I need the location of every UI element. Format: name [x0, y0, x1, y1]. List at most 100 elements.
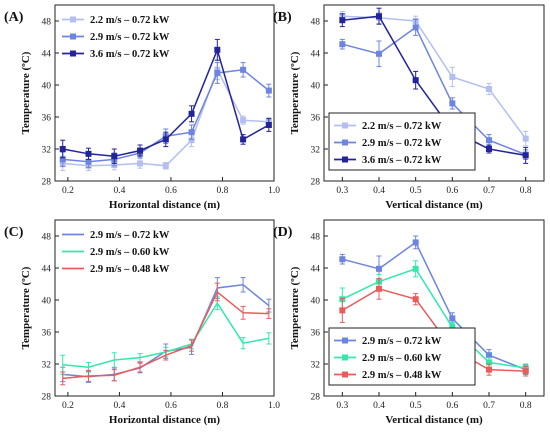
- data-point: [376, 50, 382, 57]
- panel-label: (D): [273, 225, 293, 240]
- y-tick-label: 36: [42, 114, 52, 124]
- x-tick-label: 0.6: [446, 401, 458, 411]
- y-axis-label: Temperature (ºC): [20, 266, 32, 349]
- data-point: [522, 368, 529, 375]
- series-3: [59, 38, 272, 164]
- legend-swatch-marker: [342, 156, 348, 163]
- x-tick-label: 0.5: [410, 186, 422, 196]
- y-tick-label: 48: [42, 18, 52, 28]
- x-tick-label: 1.0: [268, 186, 280, 196]
- x-tick-label: 0.4: [113, 401, 125, 411]
- y-tick-label: 44: [42, 50, 52, 60]
- y-axis-label: Temperature (ºC): [289, 51, 301, 134]
- y-tick-label: 36: [311, 114, 321, 124]
- x-axis-label: Horizontal distance (m): [109, 414, 221, 426]
- data-point: [162, 162, 169, 169]
- x-tick-label: 0.7: [483, 401, 495, 411]
- series-line: [341, 267, 526, 369]
- legend-label: 2.9 m/s – 0.60 kW: [90, 247, 170, 258]
- data-point: [339, 307, 346, 314]
- data-point: [449, 74, 456, 80]
- y-tick-label: 40: [311, 297, 321, 307]
- legend: 2.2 m/s – 0.72 kW 2.9 m/s – 0.72 kW 3.6 m/…: [62, 15, 170, 60]
- data-point: [214, 70, 221, 76]
- data-point: [376, 265, 382, 272]
- legend-swatch-marker: [342, 354, 348, 361]
- y-tick-label: 48: [311, 233, 321, 243]
- legend: 2.9 m/s – 0.72 kW 2.9 m/s – 0.60 kW 2.9 m/…: [328, 327, 476, 386]
- y-tick-label: 36: [42, 329, 52, 339]
- y-tick-label: 28: [42, 393, 52, 403]
- y-tick-label: 44: [311, 265, 321, 275]
- data-point: [376, 285, 382, 292]
- x-tick-label: 0.8: [520, 401, 532, 411]
- legend-label: 2.2 m/s – 0.72 kW: [90, 15, 170, 26]
- panel-3: 28 32 36 40 44 48 0.2 0.4 0.6 0.8 1.0 Horizontal di…: [4, 219, 280, 426]
- data-point: [111, 153, 118, 160]
- data-point: [265, 122, 272, 128]
- y-tick-label: 28: [311, 393, 321, 403]
- data-point: [522, 152, 529, 159]
- data-point: [339, 41, 346, 48]
- y-tick-label: 36: [311, 329, 321, 339]
- y-tick-label: 32: [42, 146, 52, 156]
- data-point: [486, 366, 492, 373]
- x-tick-label: 0.4: [373, 401, 385, 411]
- x-tick-label: 0.2: [62, 186, 74, 196]
- x-tick-label: 0.7: [483, 186, 495, 196]
- x-tick-label: 0.8: [520, 186, 532, 196]
- data-point: [412, 24, 419, 31]
- y-tick-label: 28: [311, 178, 321, 188]
- data-point: [85, 150, 92, 157]
- x-tick-label: 0.3: [336, 186, 348, 196]
- data-point: [85, 158, 92, 165]
- data-point: [412, 296, 419, 303]
- y-tick-label: 32: [42, 361, 52, 371]
- data-point: [240, 66, 247, 73]
- x-tick-label: 0.4: [373, 186, 385, 196]
- y-tick-label: 44: [42, 265, 52, 275]
- x-axis-label: Vertical distance (m): [385, 199, 483, 211]
- panel-4: 28 32 36 40 44 48 0.3 0.4 0.5 0.6 0.7 0.8 Vertical d…: [273, 219, 545, 426]
- panel-label: (A): [4, 10, 24, 25]
- x-tick-label: 0.3: [336, 401, 348, 411]
- x-tick-label: 0.6: [165, 186, 177, 196]
- panel-2: 28 32 36 40 44 48 0.3 0.4 0.5 0.6 0.7 0.8 Vertical d…: [273, 4, 545, 211]
- data-point: [339, 256, 346, 263]
- plot-frame: [323, 4, 545, 182]
- data-point: [486, 137, 492, 144]
- plot-frame: [54, 4, 275, 182]
- panel-1: 28 32 36 40 44 48 0.2 0.4 0.6 0.8 1.0 Horizontal di…: [4, 4, 280, 211]
- series-3: [60, 282, 272, 386]
- legend-label: 2.9 m/s – 0.72 kW: [362, 138, 442, 149]
- legend-swatch-marker: [342, 337, 348, 344]
- legend-label: 2.9 m/s – 0.60 kW: [362, 353, 442, 364]
- data-point: [59, 146, 66, 152]
- data-point: [486, 86, 492, 92]
- legend-label: 2.9 m/s – 0.72 kW: [362, 336, 442, 347]
- series-2: [60, 296, 272, 375]
- series-line: [341, 287, 526, 372]
- data-point: [188, 129, 195, 136]
- data-point: [412, 77, 419, 84]
- panel-label: (C): [4, 225, 24, 240]
- x-axis-label: Horizontal distance (m): [109, 199, 221, 211]
- legend-label: 3.6 m/s – 0.72 kW: [362, 155, 442, 166]
- legend-frame: [328, 112, 476, 171]
- y-tick-label: 48: [42, 233, 52, 243]
- legend-frame: [328, 327, 476, 386]
- legend-swatch-marker: [70, 33, 76, 40]
- data-point: [188, 110, 195, 117]
- x-tick-label: 0.4: [113, 186, 125, 196]
- x-tick-label: 0.8: [217, 186, 229, 196]
- legend-label: 2.9 m/s – 0.72 kW: [90, 32, 170, 43]
- y-tick-label: 32: [311, 146, 321, 156]
- x-axis-label: Vertical distance (m): [385, 414, 483, 426]
- series-line: [342, 15, 526, 157]
- legend-label: 2.2 m/s – 0.72 kW: [362, 121, 442, 132]
- panel-label: (B): [273, 10, 292, 25]
- legend-label: 2.9 m/s – 0.48 kW: [90, 264, 170, 275]
- series-line: [62, 67, 269, 167]
- legend-label: 2.9 m/s – 0.72 kW: [90, 230, 170, 241]
- series-line: [62, 69, 270, 163]
